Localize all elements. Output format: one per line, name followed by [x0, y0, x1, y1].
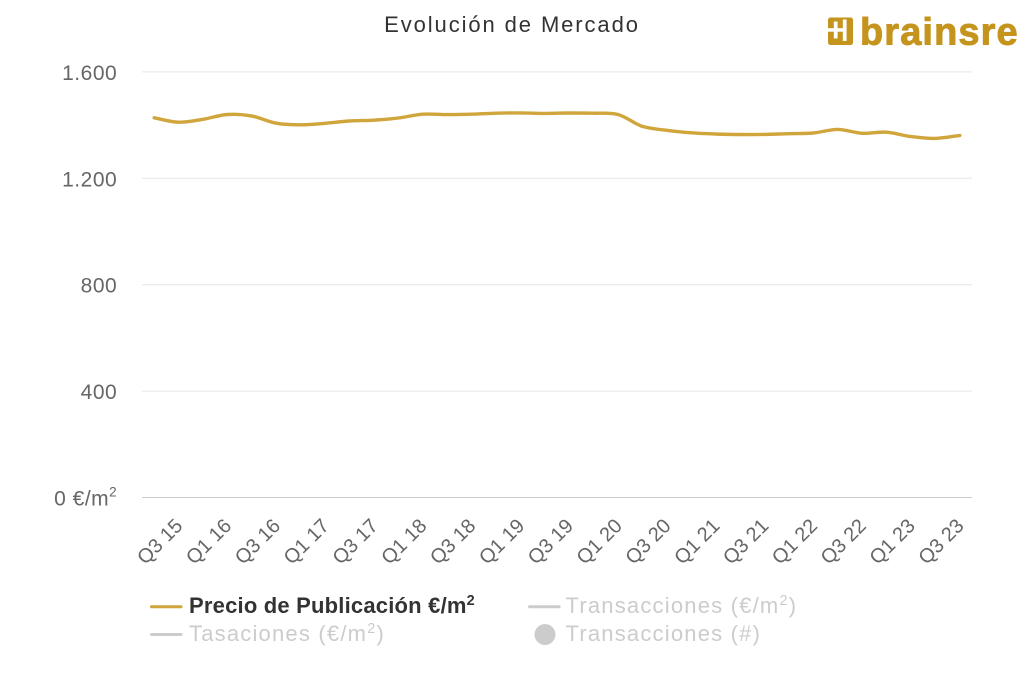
- svg-text:Evolución de Mercado: Evolución de Mercado: [384, 12, 640, 37]
- svg-text:Tasaciones (€/m2): Tasaciones (€/m2): [189, 621, 385, 646]
- svg-text:Transacciones (€/m2): Transacciones (€/m2): [566, 593, 798, 618]
- svg-text:0 €/m2: 0 €/m2: [54, 485, 117, 511]
- svg-text:Precio de Publicación €/m2: Precio de Publicación €/m2: [189, 593, 475, 618]
- svg-text:400: 400: [81, 381, 118, 404]
- svg-text:Transacciones (#): Transacciones (#): [566, 621, 762, 646]
- svg-text:800: 800: [81, 275, 118, 298]
- svg-text:brainsre: brainsre: [860, 12, 1019, 54]
- svg-text:1.200: 1.200: [62, 168, 117, 191]
- svg-text:1.600: 1.600: [62, 62, 117, 85]
